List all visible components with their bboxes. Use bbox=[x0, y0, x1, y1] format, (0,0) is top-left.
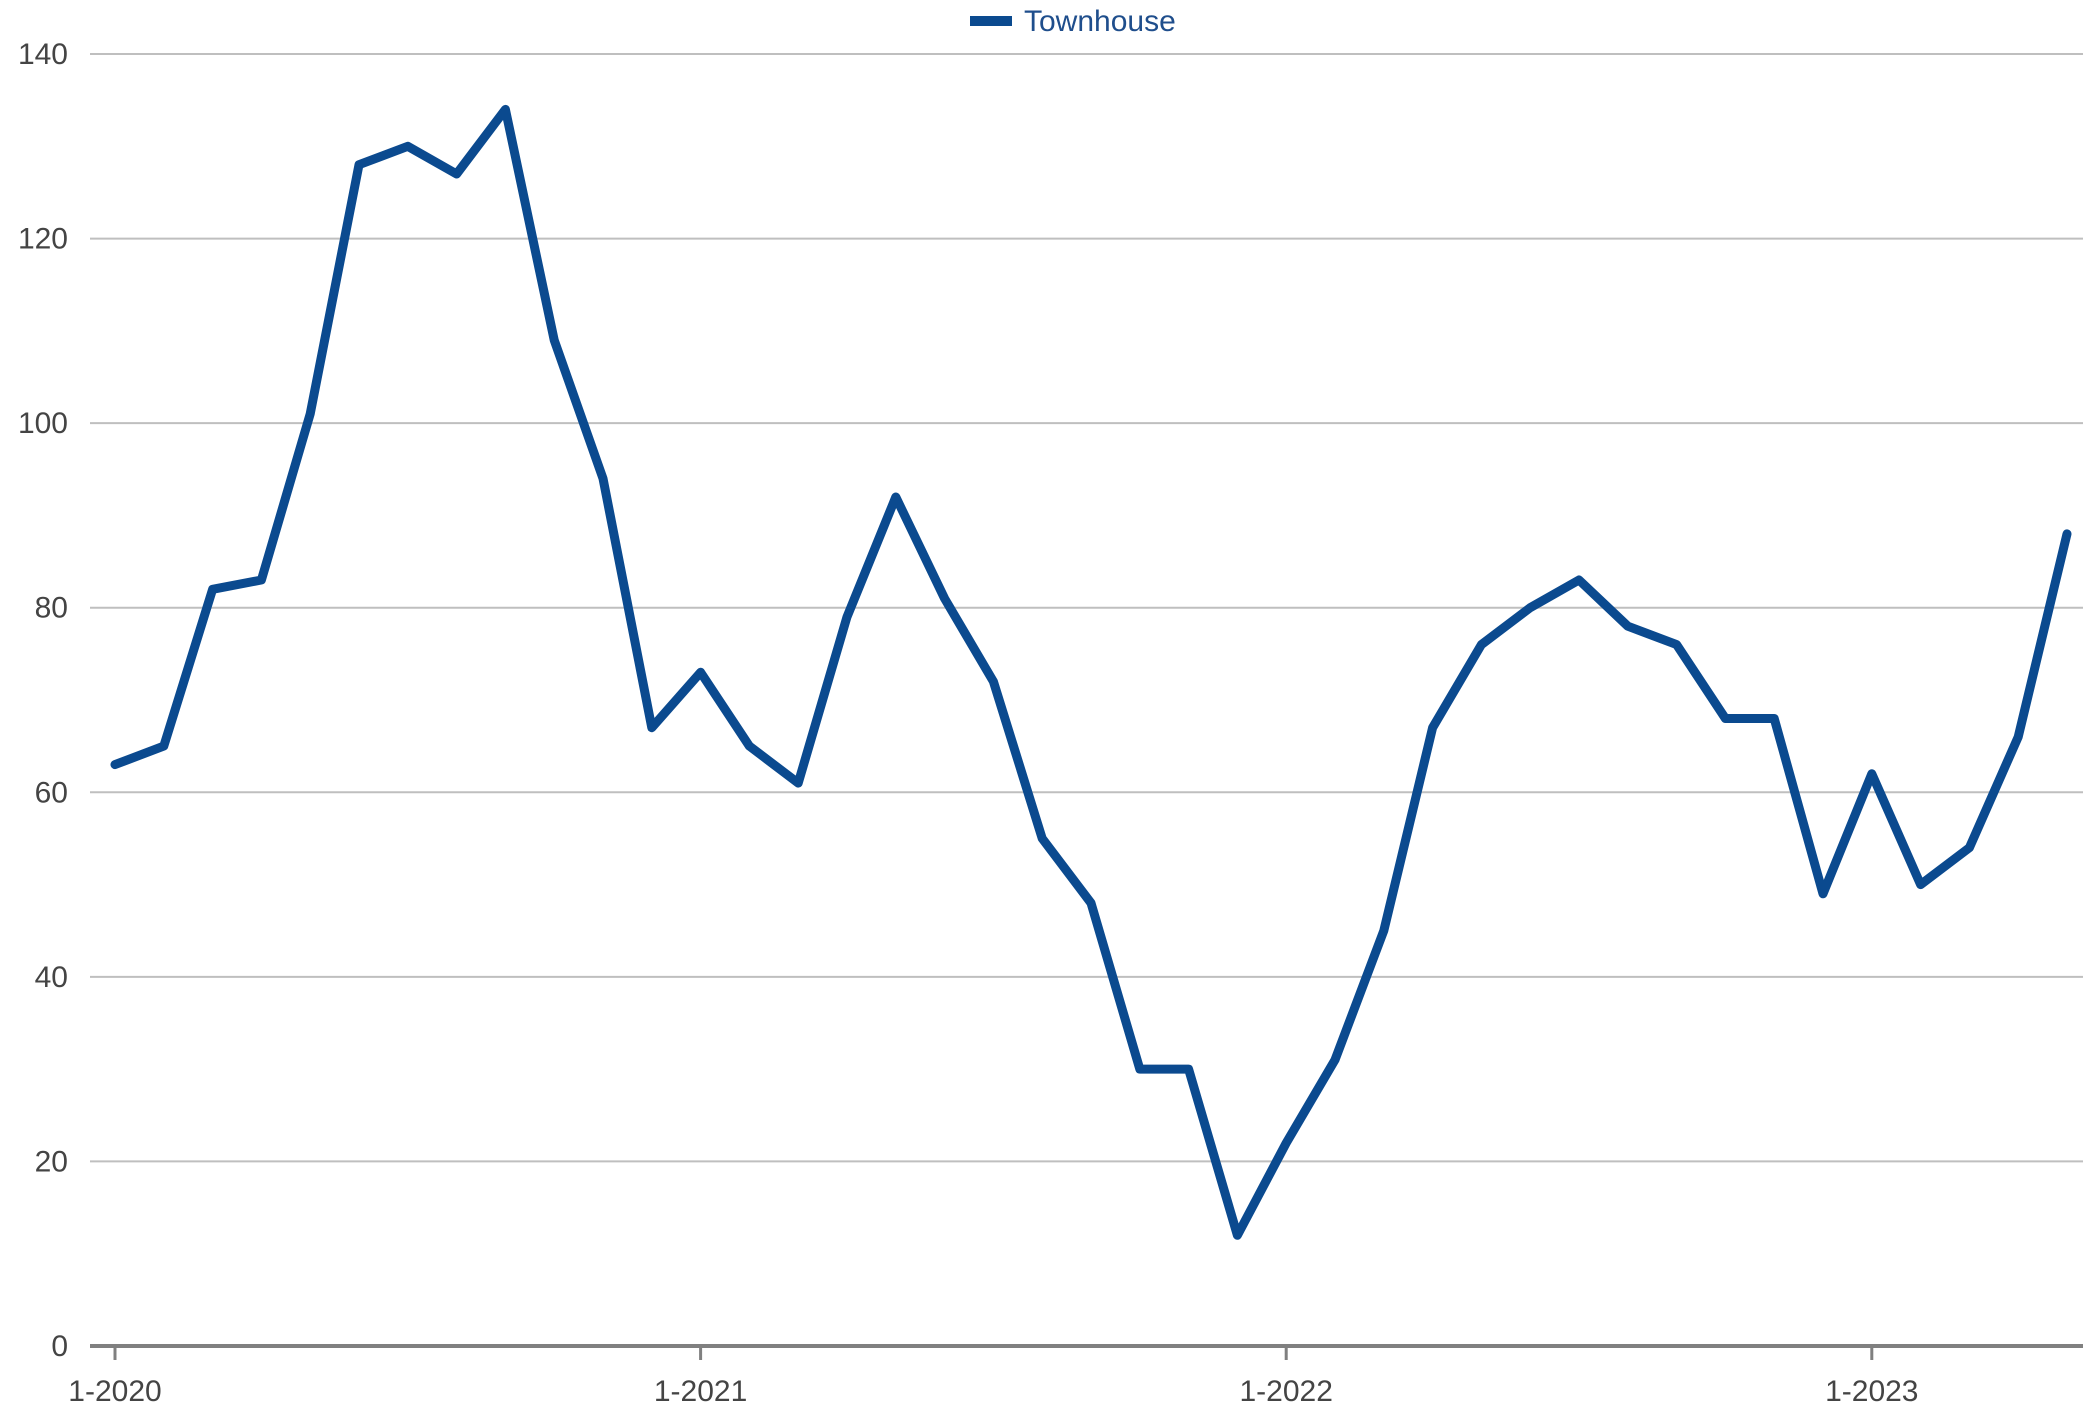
y-axis-ticks: 0 20 40 60 80 100 120 140 bbox=[18, 38, 68, 1363]
series-line-townhouse bbox=[110, 104, 2072, 1240]
gridlines bbox=[90, 53, 2083, 1163]
x-tick-label-1-2021: 1-2021 bbox=[654, 1375, 747, 1407]
x-tick-label-1-2022: 1-2022 bbox=[1239, 1375, 1332, 1407]
x-tick-label-1-2023: 1-2023 bbox=[1825, 1375, 1918, 1407]
y-tick-label-20: 20 bbox=[35, 1145, 68, 1178]
series-layer bbox=[110, 104, 2072, 1240]
y-tick-label-120: 120 bbox=[18, 223, 68, 256]
y-tick-label-60: 60 bbox=[35, 776, 68, 809]
legend-label-townhouse: Townhouse bbox=[1024, 5, 1176, 38]
x-tick-label-1-2020: 1-2020 bbox=[68, 1375, 161, 1407]
y-tick-label-80: 80 bbox=[35, 592, 68, 625]
y-tick-label-40: 40 bbox=[35, 961, 68, 994]
y-tick-label-100: 100 bbox=[18, 407, 68, 440]
legend: Townhouse bbox=[970, 5, 1176, 38]
y-tick-label-0: 0 bbox=[51, 1330, 68, 1363]
x-axis-ticks: 1-2020 1-2021 1-2022 1-2023 bbox=[68, 1346, 1919, 1407]
y-tick-label-140: 140 bbox=[18, 38, 68, 71]
